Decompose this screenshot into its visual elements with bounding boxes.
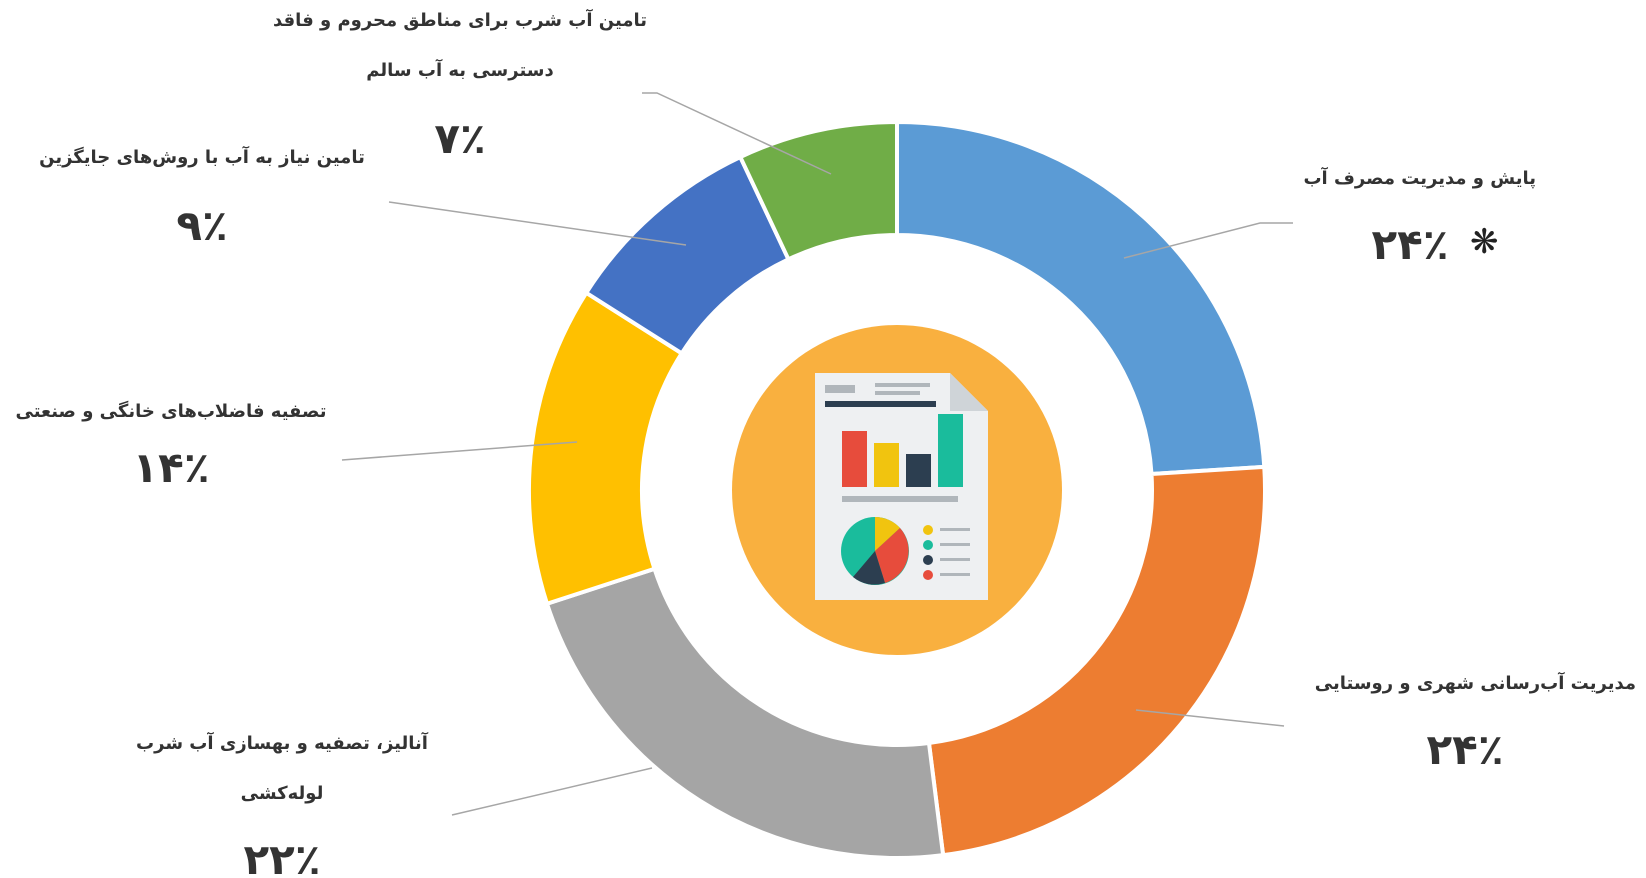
value-label: ۹٪ — [102, 201, 302, 251]
center-icon — [732, 325, 1062, 655]
icon-line — [825, 385, 855, 393]
category-label: پایش و مدیریت مصرف آب — [1196, 154, 1536, 204]
icon-line — [875, 391, 920, 395]
icon-bar — [906, 454, 931, 487]
leader-line — [452, 768, 652, 815]
category-label: تصفیه فاضلاب‌های خانگی و صنعتی — [6, 387, 336, 437]
value-label: ۱۴٪ — [71, 443, 271, 493]
page: پایش و مدیریت مصرف آب ۲۴٪ مدیریت آب‌رسانی … — [0, 0, 1646, 878]
category-label: تامین نیاز به آب با روش‌های جایگزین — [17, 133, 387, 183]
category-label: مدیریت آب‌رسانی شهری و روستایی — [1216, 659, 1636, 709]
value-label: ۷٪ — [360, 114, 560, 164]
icon-line — [842, 496, 958, 502]
icon-bar — [842, 431, 867, 487]
annotation: ❋ — [1470, 222, 1499, 262]
value-label: ۲۴٪ — [1365, 725, 1565, 775]
icon-line — [825, 401, 936, 407]
value-label: ۲۲٪ — [182, 835, 382, 878]
icon-line — [875, 383, 930, 387]
category-label: تامین آب شرب برای مناطق محروم و فاقد دست… — [270, 0, 650, 96]
category-label: آنالیز، تصفیه و بهسازی آب شرب لوله‌کشی — [112, 719, 452, 819]
icon-bar — [938, 414, 963, 487]
icon-bar — [874, 443, 899, 487]
